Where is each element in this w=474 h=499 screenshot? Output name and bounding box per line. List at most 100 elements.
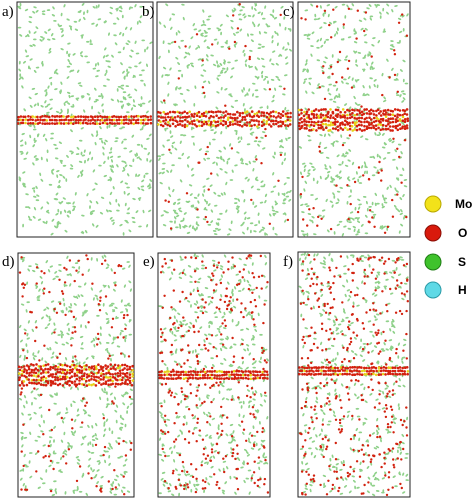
solvent-molecule bbox=[117, 456, 121, 459]
solvent-molecule bbox=[218, 309, 222, 314]
layer-atom bbox=[82, 383, 86, 387]
layer-atom bbox=[363, 128, 366, 132]
layer-atom bbox=[37, 381, 41, 385]
oxygen-atom bbox=[391, 486, 394, 489]
solvent-molecule bbox=[148, 186, 152, 190]
solvent-molecule bbox=[243, 211, 247, 215]
solvent-molecule bbox=[186, 65, 189, 69]
layer-atom bbox=[118, 369, 122, 373]
solvent-molecule bbox=[343, 272, 347, 275]
layer-atom bbox=[179, 376, 182, 380]
layer-atom bbox=[313, 366, 316, 369]
solvent-molecule bbox=[22, 482, 25, 487]
layer-atom bbox=[72, 363, 76, 367]
solvent-molecule bbox=[243, 198, 246, 203]
solvent-molecule bbox=[357, 51, 362, 54]
layer-atom bbox=[93, 115, 97, 118]
solvent-molecule bbox=[109, 178, 113, 182]
oxygen-atom bbox=[232, 360, 235, 364]
oxygen-atom bbox=[261, 430, 264, 434]
solvent-molecule bbox=[240, 405, 243, 409]
layer-atom bbox=[128, 381, 132, 385]
solvent-molecule bbox=[103, 284, 107, 288]
layer-atom bbox=[112, 115, 116, 118]
oxygen-atom bbox=[260, 162, 263, 165]
solvent-molecule bbox=[325, 156, 330, 159]
solvent-molecule bbox=[227, 157, 231, 161]
layer-atom bbox=[31, 118, 34, 122]
oxygen-atom bbox=[74, 330, 77, 333]
solvent-molecule bbox=[262, 378, 266, 383]
solvent-molecule bbox=[177, 473, 181, 476]
oxygen-atom bbox=[405, 309, 408, 313]
solvent-molecule bbox=[264, 232, 268, 236]
solvent-molecule bbox=[20, 339, 23, 343]
layer-atom bbox=[113, 122, 116, 125]
oxygen-atom bbox=[372, 255, 375, 259]
solvent-molecule bbox=[160, 413, 163, 417]
layer-atom bbox=[160, 373, 163, 377]
layer-atom bbox=[97, 368, 101, 372]
solvent-molecule bbox=[177, 87, 182, 90]
layer-atom bbox=[204, 115, 208, 118]
solvent-molecule bbox=[403, 185, 408, 188]
layer-atom bbox=[358, 116, 361, 120]
solvent-molecule bbox=[128, 264, 131, 268]
layer-atom bbox=[351, 129, 355, 132]
oxygen-atom bbox=[348, 320, 351, 323]
solvent-molecule bbox=[103, 428, 107, 432]
solvent-molecule bbox=[272, 226, 275, 231]
solvent-molecule bbox=[62, 417, 66, 420]
solvent-molecule bbox=[67, 59, 70, 63]
layer-atom bbox=[122, 118, 126, 122]
oxygen-atom bbox=[349, 290, 353, 294]
solvent-molecule bbox=[66, 214, 70, 218]
solvent-molecule bbox=[332, 379, 336, 383]
solvent-molecule bbox=[99, 125, 102, 130]
solvent-molecule bbox=[369, 342, 373, 345]
solvent-molecule bbox=[202, 185, 206, 188]
solvent-molecule bbox=[242, 431, 245, 435]
oxygen-atom bbox=[335, 470, 338, 473]
layer-atom bbox=[106, 365, 110, 368]
solvent-molecule bbox=[348, 195, 352, 198]
layer-atom bbox=[18, 384, 22, 387]
layer-atom bbox=[206, 373, 210, 377]
solvent-molecule bbox=[300, 203, 304, 206]
solvent-molecule bbox=[396, 94, 400, 97]
layer-atom bbox=[220, 370, 224, 374]
layer-atom bbox=[230, 370, 234, 374]
solvent-molecule bbox=[60, 48, 64, 51]
oxygen-atom bbox=[369, 460, 372, 464]
oxygen-atom bbox=[253, 415, 256, 419]
oxygen-atom bbox=[321, 437, 324, 441]
solvent-molecule bbox=[360, 135, 364, 138]
oxygen-atom bbox=[75, 269, 78, 272]
solvent-molecule bbox=[123, 393, 127, 396]
solvent-molecule bbox=[248, 491, 251, 495]
layer-atom bbox=[379, 120, 382, 124]
oxygen-atom bbox=[302, 335, 305, 339]
layer-atom bbox=[120, 378, 124, 382]
solvent-molecule bbox=[173, 360, 178, 363]
layer-atom bbox=[391, 120, 395, 124]
solvent-molecule bbox=[102, 413, 105, 417]
layer-atom bbox=[141, 122, 145, 125]
layer-atom bbox=[183, 110, 186, 114]
solvent-molecule bbox=[91, 443, 94, 448]
solvent-molecule bbox=[169, 220, 173, 223]
solvent-molecule bbox=[19, 73, 22, 77]
solvent-molecule bbox=[263, 428, 266, 433]
oxygen-atom bbox=[44, 454, 47, 458]
solvent-molecule bbox=[166, 366, 169, 371]
solvent-molecule bbox=[399, 212, 403, 216]
solvent-molecule bbox=[327, 420, 332, 423]
solvent-molecule bbox=[225, 433, 229, 437]
layer-atom bbox=[97, 376, 100, 379]
oxygen-atom bbox=[312, 207, 315, 210]
oxygen-atom bbox=[204, 347, 207, 350]
solvent-molecule bbox=[189, 62, 194, 65]
oxygen-atom bbox=[312, 342, 316, 346]
solvent-molecule bbox=[335, 201, 339, 205]
oxygen-atom bbox=[343, 358, 346, 361]
